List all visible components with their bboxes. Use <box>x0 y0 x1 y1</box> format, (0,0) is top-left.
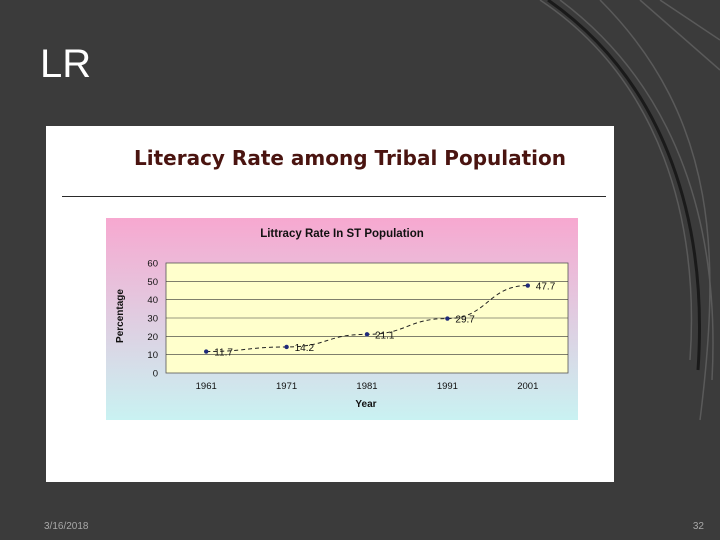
x-tick-label: 1971 <box>276 381 297 392</box>
data-point <box>364 332 370 337</box>
y-axis-label: Percentage <box>115 289 126 343</box>
data-point <box>204 349 209 354</box>
literacy-chart-image: Literacy Rate among Tribal Population Li… <box>46 126 614 482</box>
x-tick-label: 1961 <box>196 381 217 392</box>
data-point <box>525 283 530 288</box>
data-label: 21.1 <box>375 330 395 341</box>
y-tick-label: 50 <box>147 277 158 288</box>
data-point <box>284 344 289 350</box>
x-tick-label: 2001 <box>517 381 538 392</box>
chart-title: Littracy Rate In ST Population <box>260 228 424 240</box>
figure-heading: Literacy Rate among Tribal Population <box>133 146 566 170</box>
y-tick-label: 60 <box>147 259 158 270</box>
x-tick-label: 1991 <box>437 381 458 392</box>
data-label: 11.7 <box>214 348 233 359</box>
y-tick-label: 10 <box>147 350 158 361</box>
y-tick-label: 0 <box>153 369 158 380</box>
y-tick-label: 40 <box>147 295 158 306</box>
heading-divider <box>62 196 606 197</box>
line-chart: Littracy Rate In ST Population 0 10 20 30 40… <box>106 218 578 420</box>
y-tick-label: 20 <box>147 332 158 343</box>
data-point <box>445 316 450 321</box>
y-tick-label: 30 <box>147 314 158 325</box>
slide-title: LR <box>40 42 92 86</box>
data-label: 29.7 <box>455 315 475 326</box>
data-label: 47.7 <box>536 282 556 293</box>
slide-page-number: 32 <box>692 521 704 532</box>
slide-date: 3/16/2018 <box>44 521 89 532</box>
x-tick-label: 1981 <box>356 381 377 392</box>
x-axis-label: Year <box>355 399 376 410</box>
data-label: 14.2 <box>295 343 315 354</box>
